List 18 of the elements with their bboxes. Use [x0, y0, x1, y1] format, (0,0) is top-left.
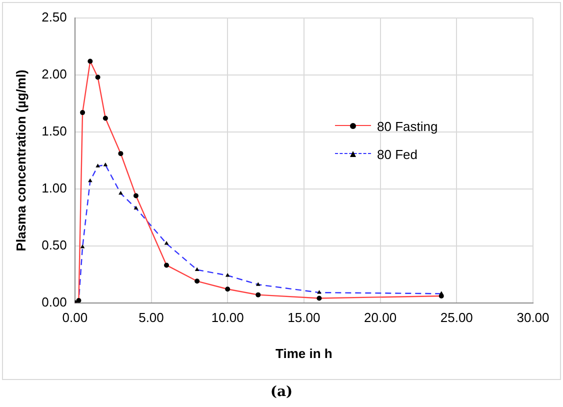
y-axis-title: Plasma concentration (µg/ml) — [13, 70, 28, 252]
x-tick-label: 15.00 — [288, 310, 320, 326]
x-tick-label: 20.00 — [364, 310, 397, 326]
y-tick-label: 1.50 — [42, 124, 67, 138]
x-axis-title: Time in h — [276, 346, 332, 361]
x-tick-label: 25.00 — [440, 310, 473, 326]
y-tick-label: 2.50 — [42, 10, 67, 25]
x-tick-label: 30.00 — [516, 310, 550, 326]
legend-label: 80 Fed — [377, 146, 418, 162]
x-tick-label: 0.00 — [62, 310, 88, 326]
y-tick-label: 1.00 — [42, 180, 67, 196]
y-tick-label: 0.50 — [42, 237, 67, 252]
x-tick-label: 5.00 — [138, 310, 164, 326]
y-tick-label: 0.00 — [42, 294, 67, 310]
x-tick-label: 10.00 — [211, 310, 244, 326]
y-tick-label: 2.00 — [42, 66, 67, 82]
text: (a) — [269, 384, 294, 400]
legend-label: 80 Fasting — [377, 118, 438, 134]
